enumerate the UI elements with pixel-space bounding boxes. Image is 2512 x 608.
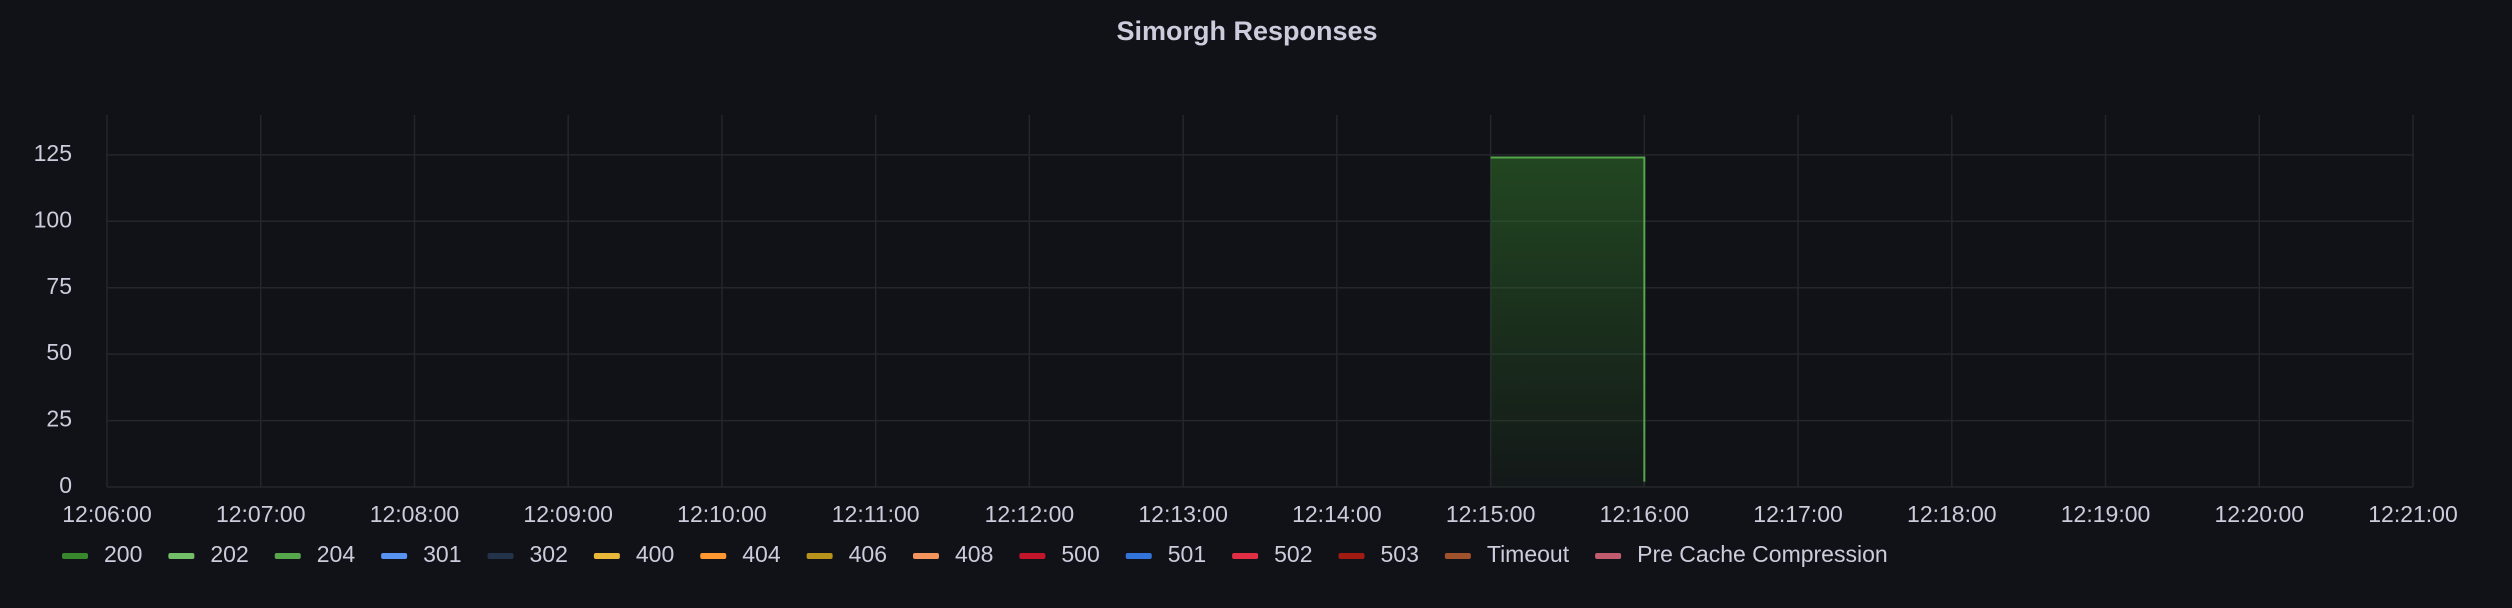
x-tick-label: 12:07:00 (216, 501, 306, 527)
y-tick-label: 75 (46, 273, 72, 299)
legend-label: 202 (210, 541, 248, 567)
legend-label: 400 (636, 541, 674, 567)
x-tick-label: 12:06:00 (62, 501, 152, 527)
legend-swatch (1125, 553, 1152, 559)
legend-label: 406 (849, 541, 887, 567)
legend-swatch (913, 553, 939, 559)
legend-label: 200 (104, 541, 142, 567)
legend-swatch (1444, 553, 1471, 559)
legend-swatch (274, 553, 301, 559)
legend-swatch (487, 553, 514, 559)
legend-swatch (1595, 553, 1622, 559)
legend-label: 408 (955, 541, 993, 567)
legend-swatch (1232, 553, 1259, 559)
y-tick-label: 125 (34, 140, 72, 166)
legend-swatch (1338, 553, 1365, 559)
series-line (1490, 156, 1646, 482)
legend-swatch (806, 553, 833, 559)
y-tick-label: 0 (59, 472, 72, 498)
y-tick-label: 50 (46, 339, 72, 365)
x-tick-label: 12:12:00 (985, 501, 1075, 527)
x-tick-label: 12:20:00 (2215, 501, 2305, 527)
legend-swatch (62, 553, 88, 559)
x-tick-label: 12:14:00 (1292, 501, 1382, 527)
x-tick-label: 12:11:00 (832, 501, 920, 527)
x-tick-label: 12:13:00 (1138, 501, 1228, 527)
legend-label: 500 (1061, 541, 1099, 567)
x-tick-label: 12:17:00 (1753, 501, 1843, 527)
x-tick-label: 12:18:00 (1907, 501, 1997, 527)
x-tick-label: 12:15:00 (1446, 501, 1536, 527)
legend-label: Pre Cache Compression (1637, 541, 1888, 567)
x-tick-label: 12:09:00 (523, 501, 613, 527)
x-tick-label: 12:19:00 (2061, 501, 2151, 527)
x-tick-label: 12:08:00 (370, 501, 460, 527)
y-tick-label: 100 (34, 206, 72, 232)
legend-label: 501 (1168, 541, 1206, 567)
x-tick-label: 12:10:00 (677, 501, 767, 527)
y-tick-label: 25 (46, 406, 72, 432)
legend-label: 503 (1381, 541, 1419, 567)
legend-swatch (593, 553, 620, 559)
legend-label: 301 (423, 541, 461, 567)
x-tick-label: 12:21:00 (2368, 501, 2458, 527)
legend-swatch (1019, 553, 1046, 559)
legend-label: 204 (317, 541, 356, 567)
legend-swatch (168, 553, 195, 559)
legend-label: Timeout (1487, 541, 1570, 567)
legend-swatch (700, 553, 727, 559)
legend-label: 502 (1274, 541, 1312, 567)
legend-swatch (381, 553, 408, 559)
chart-title: Simorgh Responses (1116, 16, 1377, 46)
legend-label: 404 (742, 541, 781, 567)
legend-label: 302 (530, 541, 568, 567)
x-tick-label: 12:16:00 (1600, 501, 1690, 527)
series-area (1490, 157, 1645, 487)
